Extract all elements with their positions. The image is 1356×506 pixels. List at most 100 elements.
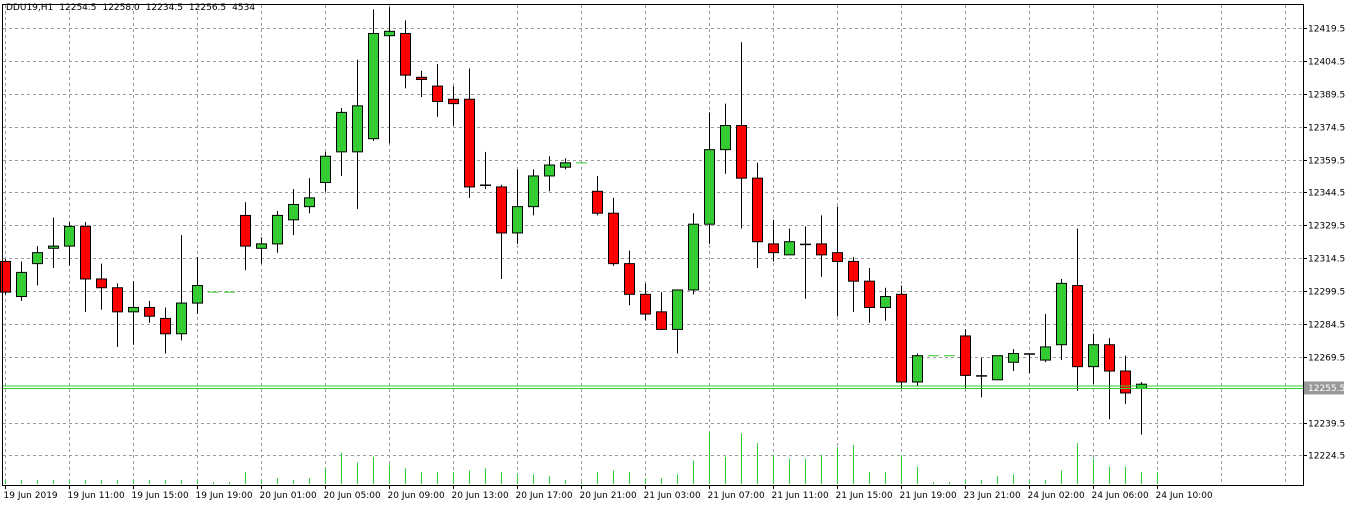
candle-body <box>272 214 283 245</box>
candle-body <box>688 223 699 291</box>
x-tick-label: 21 Jun 19:00 <box>900 491 957 501</box>
x-tick-label: 20 Jun 05:00 <box>324 491 381 501</box>
x-tick-label: 20 Jun 21:00 <box>580 491 637 501</box>
candle-body <box>1040 346 1051 361</box>
y-tick-label: 12269.5 <box>1308 354 1345 364</box>
candle-body <box>640 293 651 315</box>
candle-body <box>768 243 779 254</box>
y-tick-label: 12359.5 <box>1308 157 1345 167</box>
candle-body <box>656 311 667 330</box>
candle-body <box>96 278 107 289</box>
high-value: 12258.0 <box>102 3 140 13</box>
candle-body <box>80 225 91 280</box>
open-value: 12254.5 <box>59 3 97 13</box>
candle-body <box>192 285 203 304</box>
candle-body <box>1104 344 1115 372</box>
candle-body <box>496 186 507 234</box>
price-axis[interactable]: 12419.5 12404.5 12389.5 12374.5 12359.5 12344… <box>1303 25 1345 462</box>
x-tick-label: 19 Jun 11:00 <box>68 491 125 501</box>
candle-body <box>784 241 795 256</box>
current-price-badge <box>1304 381 1344 395</box>
candle-body <box>608 212 619 265</box>
candle-body <box>544 164 555 177</box>
candle-body <box>16 271 27 298</box>
candle-body <box>32 252 43 265</box>
candle-body <box>1056 282 1067 346</box>
x-tick-label: 21 Jun 11:00 <box>772 491 829 501</box>
x-tick-label: 20 Jun 17:00 <box>516 491 573 501</box>
y-tick-label: 12404.5 <box>1308 58 1345 68</box>
candle-body <box>1088 344 1099 368</box>
candle-body <box>736 125 747 179</box>
candle-body <box>432 85 443 102</box>
x-tick-label: 19 Jun 2019 <box>4 491 58 501</box>
candle-body <box>112 287 123 313</box>
candle-body <box>1072 285 1083 368</box>
candle-body <box>48 245 59 249</box>
y-tick-label: 12314.5 <box>1308 255 1345 265</box>
candle-body <box>0 260 11 293</box>
y-tick-label: 12344.5 <box>1308 189 1345 199</box>
current-price-line: 12255.5 <box>3 381 1345 395</box>
candle-body <box>464 98 475 188</box>
candle-body <box>592 190 603 214</box>
x-tick-label: 21 Jun 03:00 <box>644 491 701 501</box>
volume-bars <box>5 431 1158 484</box>
candle-body <box>400 32 411 76</box>
candle-body <box>304 197 315 208</box>
time-axis[interactable]: 19 Jun 2019 19 Jun 11:00 19 Jun 15:00 19 Ju… <box>4 485 1213 501</box>
y-tick-label: 12239.5 <box>1308 420 1345 430</box>
x-tick-label: 21 Jun 15:00 <box>836 491 893 501</box>
candle-body <box>176 302 187 335</box>
candle-body <box>864 280 875 308</box>
candle-body <box>720 125 731 151</box>
plot-frame <box>2 4 1304 486</box>
candle-body <box>448 98 459 105</box>
x-tick-label: 19 Jun 19:00 <box>196 491 253 501</box>
candle-body <box>992 355 1003 381</box>
candle-body <box>912 355 923 383</box>
candle-body <box>896 293 907 383</box>
candle-body <box>528 175 539 208</box>
candle-body <box>160 317 171 335</box>
candle-body <box>672 289 683 330</box>
y-tick-label: 12374.5 <box>1308 124 1345 134</box>
candle-body <box>64 225 75 247</box>
candle-body <box>352 105 363 153</box>
y-tick-label: 12329.5 <box>1308 222 1345 232</box>
candle-body <box>368 32 379 140</box>
candle-body <box>848 260 859 282</box>
y-tick-label: 12419.5 <box>1308 25 1345 35</box>
candle-body <box>128 306 139 313</box>
candle-body <box>240 214 251 247</box>
volume-value: 4534 <box>232 3 256 13</box>
candle-body <box>256 243 267 249</box>
candle-body <box>320 155 331 184</box>
y-tick-label: 12389.5 <box>1308 91 1345 101</box>
candle-body <box>1120 370 1131 394</box>
x-tick-label: 24 Jun 06:00 <box>1092 491 1149 501</box>
x-tick-label: 20 Jun 13:00 <box>452 491 509 501</box>
candle-body <box>816 243 827 256</box>
current-price-label: 12255.5 <box>1308 384 1345 394</box>
x-tick-label: 24 Jun 02:00 <box>1028 491 1085 501</box>
close-value: 12256.5 <box>188 3 227 13</box>
candle-body <box>832 252 843 262</box>
candle-body <box>384 30 395 37</box>
candles <box>0 7 1147 435</box>
candle-body <box>880 296 891 308</box>
x-tick-label: 20 Jun 01:00 <box>260 491 317 501</box>
candle-body <box>752 177 763 243</box>
low-value: 12234.5 <box>145 3 183 13</box>
chart-info-line: DDU19,H1 12254.5 12258.0 12234.5 12256.5 4534 <box>6 3 261 13</box>
symbol-label: DDU19,H1 <box>6 3 54 13</box>
x-tick-label: 24 Jun 10:00 <box>1156 491 1213 501</box>
y-tick-label: 12224.5 <box>1308 452 1345 462</box>
x-tick-label: 20 Jun 09:00 <box>388 491 445 501</box>
chart-grid <box>3 5 1303 485</box>
candle-body <box>624 263 635 295</box>
candle-body <box>1008 352 1019 363</box>
candle-body <box>704 149 715 225</box>
candle-body <box>144 306 155 317</box>
